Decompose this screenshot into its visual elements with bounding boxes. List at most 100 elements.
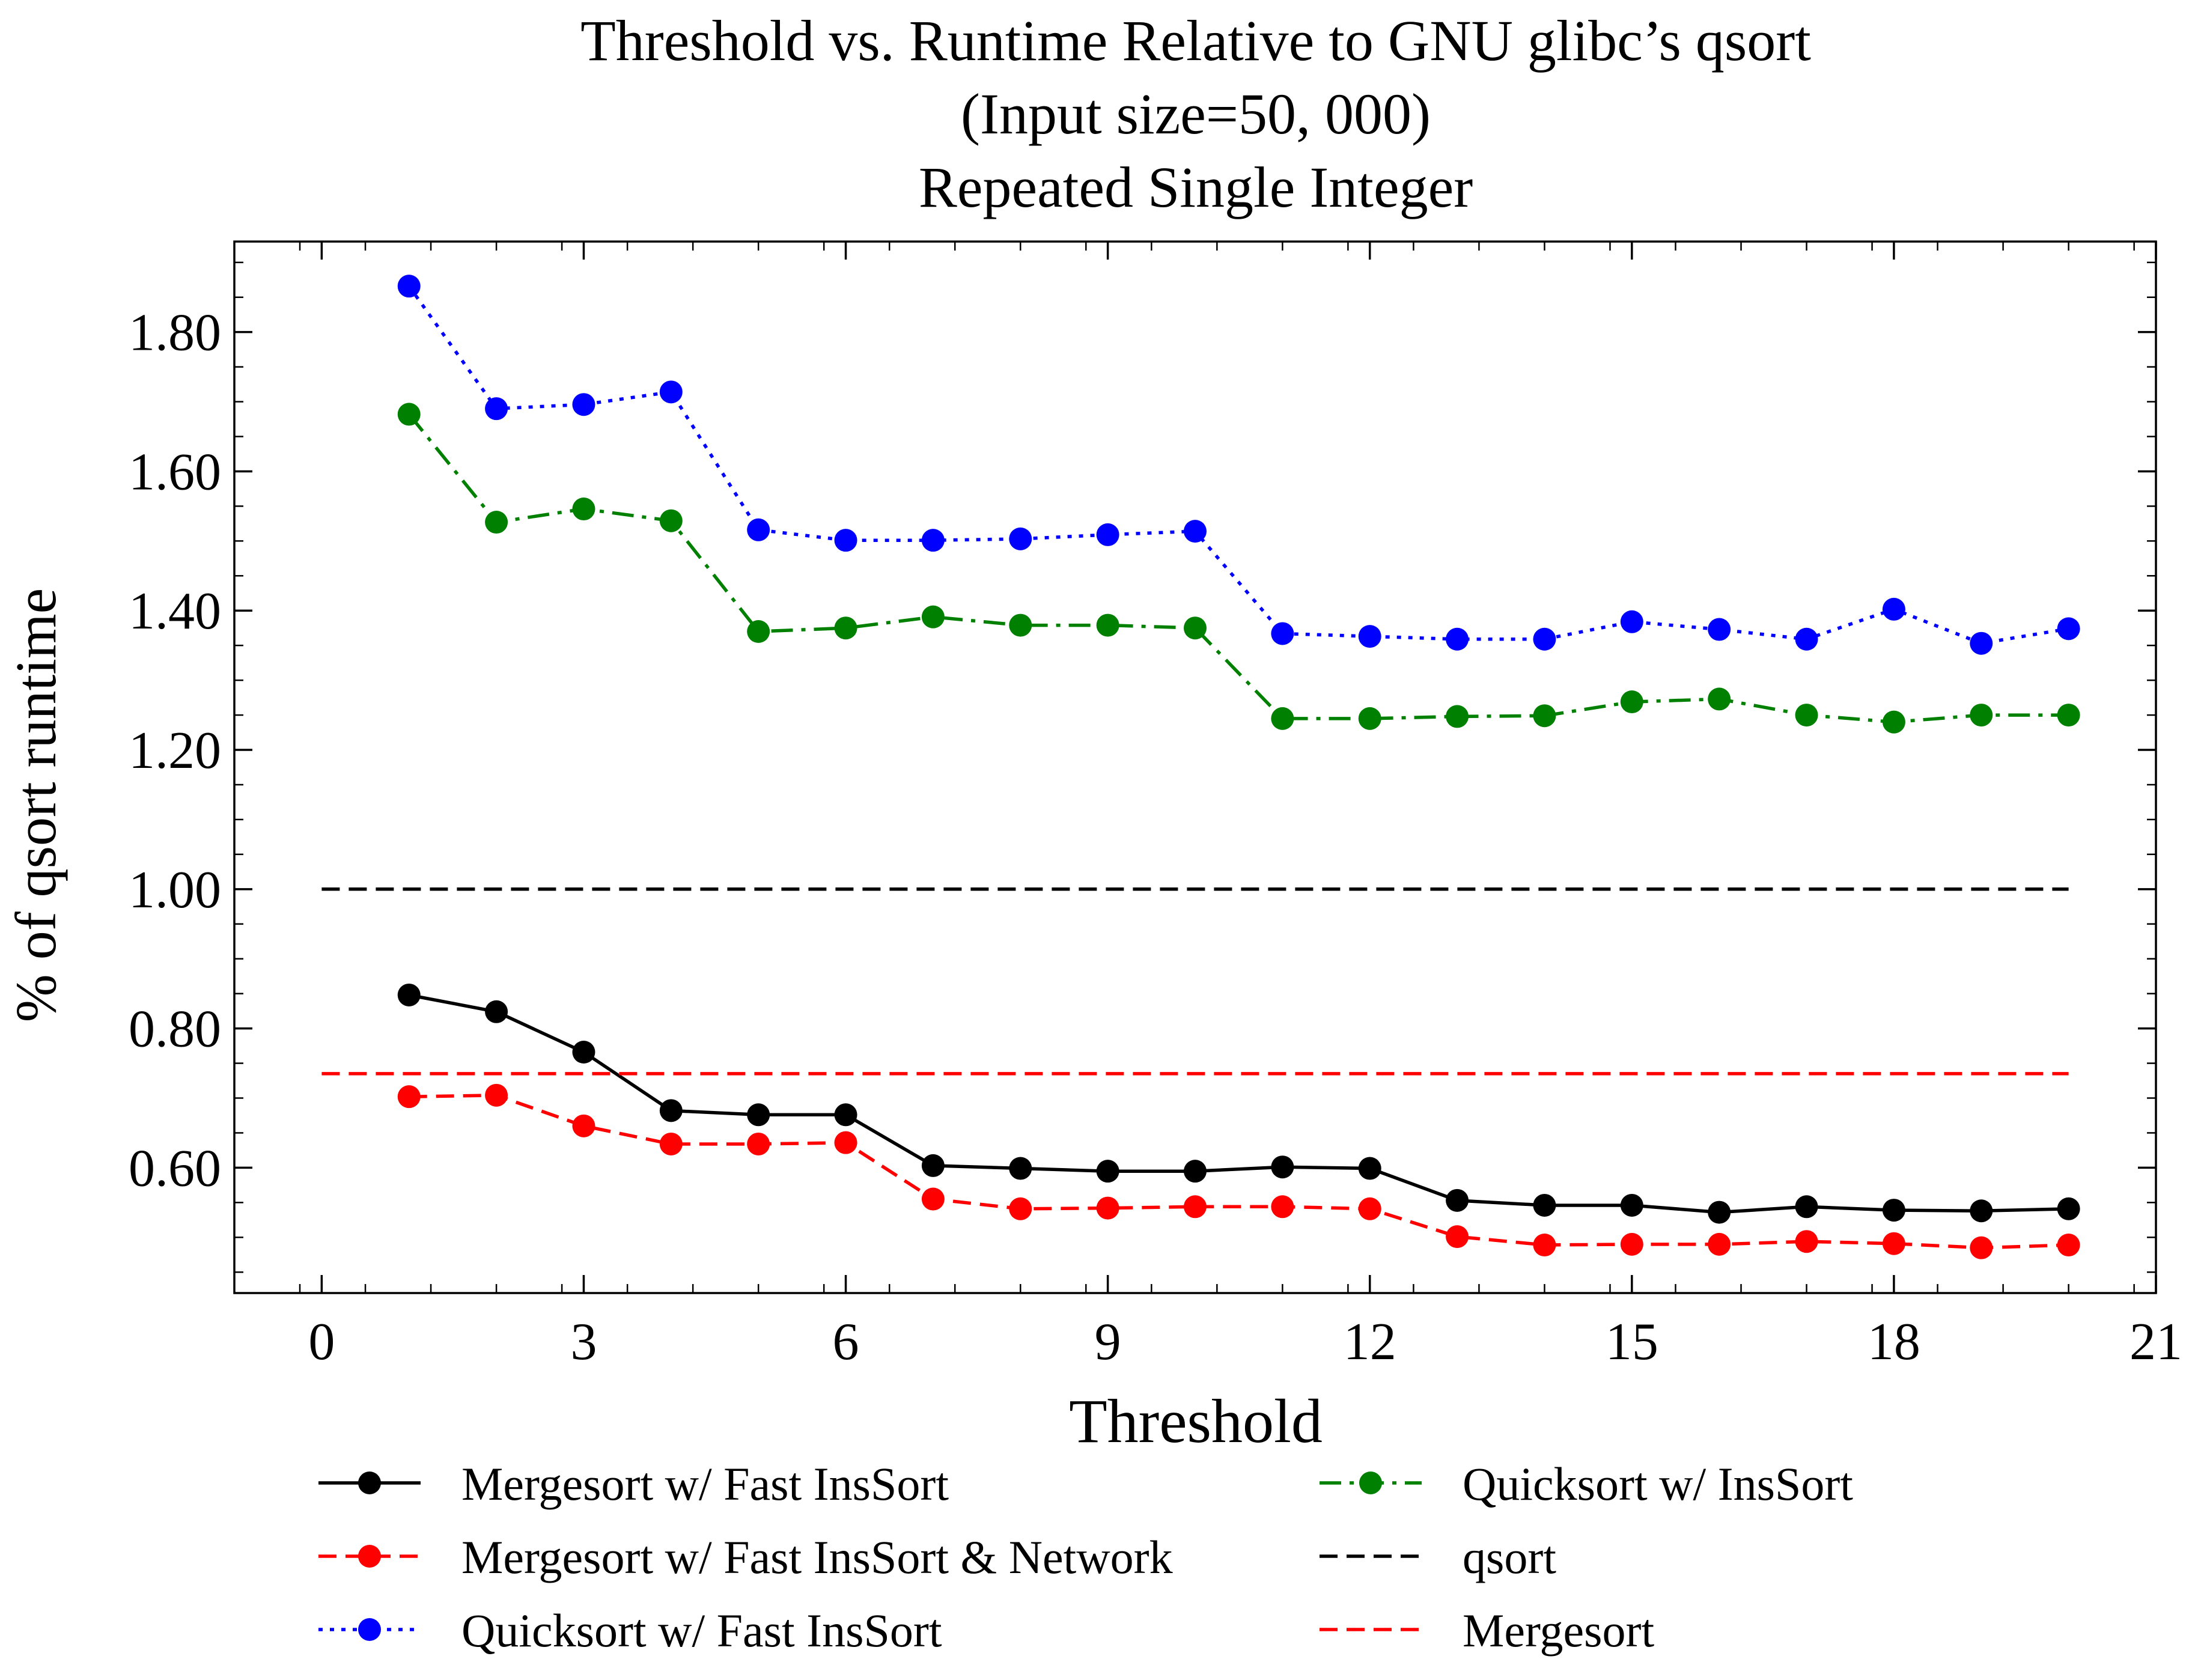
data-point-0-9	[1184, 1160, 1207, 1183]
data-point-3-11	[1358, 707, 1381, 730]
data-point-2-16	[1795, 627, 1818, 651]
y-axis-label: % of qsort runtime	[4, 588, 68, 1023]
x-tick-label-4: 12	[1344, 1313, 1396, 1371]
legend-marker-3	[1359, 1472, 1382, 1494]
y-tick-label-1: 0.80	[129, 1000, 221, 1059]
data-point-2-11	[1358, 625, 1381, 648]
data-point-3-16	[1795, 704, 1818, 727]
data-point-0-0	[397, 983, 421, 1006]
data-point-2-7	[1009, 527, 1032, 550]
data-point-3-7	[1009, 613, 1032, 637]
data-point-1-10	[1271, 1195, 1294, 1219]
data-point-0-11	[1358, 1157, 1381, 1180]
data-point-0-19	[2057, 1197, 2080, 1220]
y-tick-label-5: 1.60	[129, 443, 221, 501]
data-point-1-11	[1358, 1197, 1381, 1220]
x-tick-label-3: 9	[1095, 1313, 1121, 1371]
data-point-1-17	[1882, 1232, 1905, 1255]
y-tick-label-6: 1.80	[129, 304, 221, 362]
data-point-1-19	[2057, 1234, 2080, 1257]
data-point-2-14	[1620, 610, 1643, 633]
data-point-3-6	[921, 605, 945, 628]
legend-label-0: Mergesort w/ Fast InsSort	[461, 1458, 949, 1510]
legend-label-5: Mergesort	[1463, 1604, 1654, 1657]
data-point-1-13	[1533, 1234, 1556, 1257]
data-point-2-15	[1708, 618, 1731, 641]
legend-label-1: Mergesort w/ Fast InsSort & Network	[461, 1531, 1173, 1583]
legend-marker-1	[358, 1545, 381, 1568]
data-point-3-9	[1184, 616, 1207, 640]
data-point-1-1	[485, 1083, 508, 1107]
data-point-0-4	[747, 1103, 770, 1127]
legend-label-2: Quicksort w/ Fast InsSort	[461, 1604, 942, 1657]
data-point-1-6	[921, 1187, 945, 1211]
data-point-0-5	[834, 1103, 857, 1127]
data-point-0-6	[921, 1154, 945, 1177]
data-point-3-8	[1096, 613, 1119, 637]
legend-marker-2	[358, 1618, 381, 1641]
x-tick-label-5: 15	[1606, 1313, 1658, 1371]
legend-label-4: qsort	[1463, 1531, 1556, 1583]
x-tick-label-7: 21	[2130, 1313, 2182, 1371]
data-point-2-12	[1446, 627, 1469, 651]
data-point-0-13	[1533, 1193, 1556, 1217]
y-tick-label-2: 1.00	[129, 861, 221, 919]
data-point-2-0	[397, 275, 421, 298]
data-point-2-19	[2057, 617, 2080, 641]
data-point-3-19	[2057, 704, 2080, 727]
data-point-3-10	[1271, 707, 1294, 730]
data-point-0-14	[1620, 1193, 1643, 1217]
data-point-3-2	[572, 498, 595, 521]
y-tick-label-0: 0.60	[129, 1139, 221, 1198]
data-point-1-9	[1184, 1195, 1207, 1219]
data-point-0-8	[1096, 1160, 1119, 1183]
data-point-0-15	[1708, 1201, 1731, 1224]
data-point-1-15	[1708, 1232, 1731, 1256]
data-point-3-18	[1970, 704, 1993, 727]
series-line-2	[407, 285, 2069, 645]
legend: Mergesort w/ Fast InsSort Mergesort w/ Fa…	[318, 1458, 1853, 1657]
chart-title-line-3: Repeated Single Integer	[919, 155, 1473, 219]
data-point-1-12	[1446, 1225, 1469, 1249]
x-tick-label-2: 6	[833, 1313, 859, 1371]
data-point-3-17	[1882, 710, 1905, 734]
data-point-2-5	[834, 529, 857, 552]
data-point-0-12	[1446, 1188, 1469, 1212]
data-point-1-7	[1009, 1197, 1032, 1220]
data-point-0-7	[1009, 1157, 1032, 1180]
data-point-1-0	[397, 1085, 421, 1109]
data-point-1-8	[1096, 1196, 1119, 1220]
data-point-1-5	[834, 1131, 857, 1154]
x-tick-label-0: 0	[308, 1313, 335, 1371]
legend-item-4: qsort	[1320, 1531, 1556, 1583]
data-point-3-0	[397, 403, 421, 426]
data-point-0-16	[1795, 1195, 1818, 1219]
data-point-1-2	[572, 1114, 595, 1137]
data-point-2-4	[747, 518, 770, 541]
plot-area: 0 3 6 9 12 15 18 21 0.60 0.80 1.00 1.20 1.40 1.60 1.80	[129, 240, 2182, 1371]
plot-frame	[233, 240, 2157, 1294]
data-point-0-1	[485, 1000, 508, 1023]
legend-item-0: Mergesort w/ Fast InsSort	[318, 1458, 949, 1510]
data-point-3-4	[747, 620, 770, 644]
data-point-3-1	[485, 511, 508, 534]
legend-label-3: Quicksort w/ InsSort	[1463, 1458, 1853, 1510]
series-line-1	[409, 1094, 2069, 1250]
data-point-2-3	[659, 380, 683, 404]
data-point-0-18	[1970, 1199, 1993, 1223]
data-point-2-10	[1271, 622, 1294, 645]
legend-marker-0	[358, 1472, 381, 1494]
series-line-3	[407, 413, 2069, 724]
chart-title-line-1: Threshold vs. Runtime Relative to GNU gl…	[580, 8, 1811, 73]
data-point-3-3	[659, 509, 683, 532]
y-tick-label-3: 1.20	[129, 722, 221, 780]
data-point-0-3	[659, 1099, 683, 1122]
legend-item-5: Mergesort	[1320, 1604, 1654, 1657]
data-point-3-13	[1533, 704, 1556, 728]
data-point-1-3	[659, 1132, 683, 1155]
chart-title-line-2: (Input size=50, 000)	[961, 82, 1431, 146]
data-point-0-2	[572, 1041, 595, 1064]
data-point-2-8	[1096, 523, 1119, 546]
x-axis-label: Threshold	[1069, 1387, 1323, 1456]
